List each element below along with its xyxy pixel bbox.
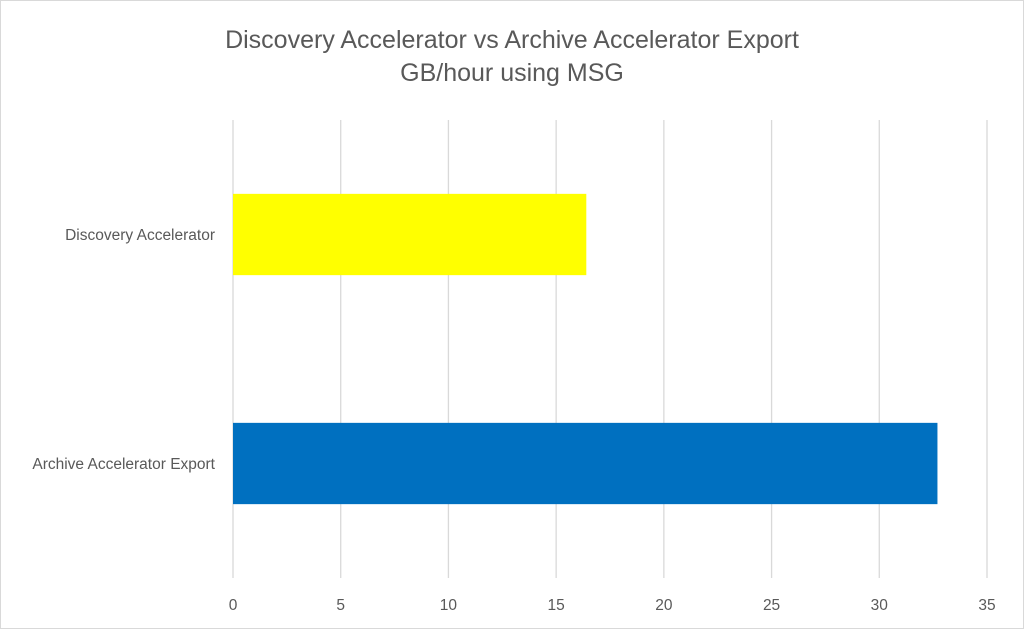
chart-title: Discovery Accelerator vs Archive Acceler…	[225, 26, 799, 54]
x-tick-label: 25	[763, 597, 780, 614]
x-axis-tick-labels: 0 5 10 15 20 25 30 35	[229, 597, 996, 614]
category-labels: Discovery Accelerator Archive Accelerator…	[32, 227, 215, 473]
chart-title-block: Discovery Accelerator vs Archive Acceler…	[0, 24, 1024, 90]
x-tick-label: 15	[548, 597, 565, 614]
category-label: Discovery Accelerator	[65, 227, 215, 244]
x-tick-label: 20	[655, 597, 673, 614]
bar-discovery-accelerator	[233, 193, 587, 276]
x-tick-label: 10	[440, 597, 458, 614]
gridlines	[232, 120, 988, 578]
x-tick-label: 35	[978, 597, 995, 614]
x-tick-label: 30	[871, 597, 889, 614]
x-tick-label: 0	[229, 597, 238, 614]
bars	[233, 193, 938, 505]
bar-archive-accelerator-export	[233, 422, 938, 505]
x-tick-label: 5	[336, 597, 345, 614]
chart-subtitle: GB/hour using MSG	[400, 59, 624, 87]
category-label: Archive Accelerator Export	[32, 456, 215, 473]
